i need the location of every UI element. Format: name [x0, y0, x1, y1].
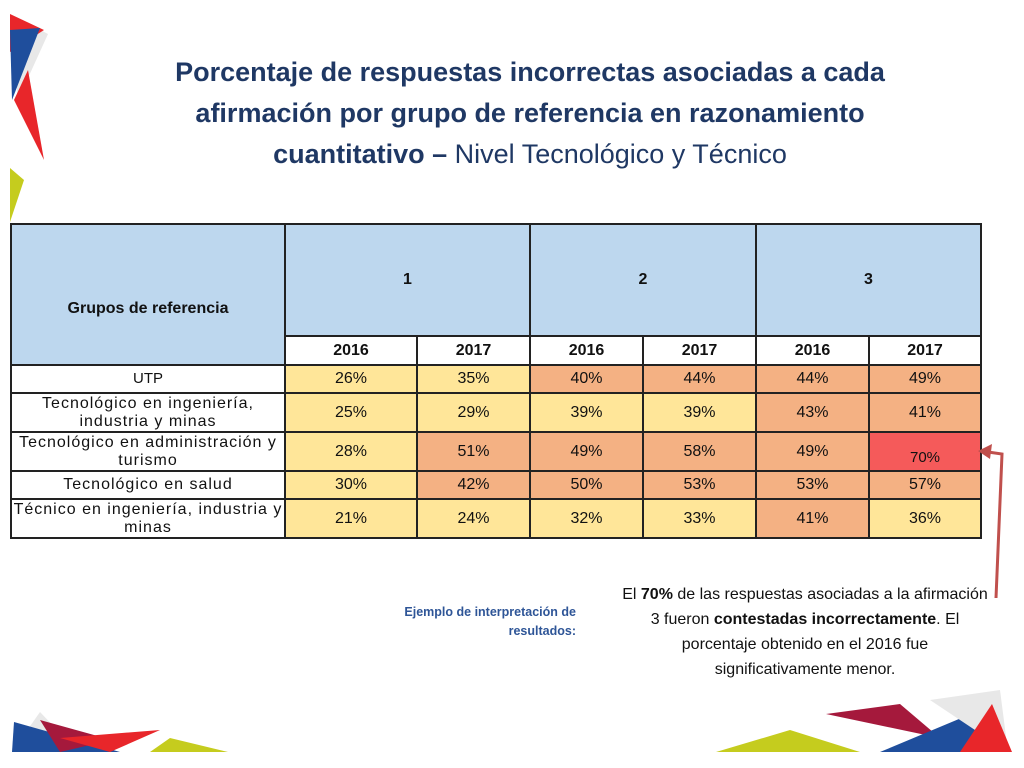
- value-cell: 41%: [868, 392, 982, 433]
- group-label: Tecnológico en salud: [10, 470, 286, 500]
- statement-header-3: 3: [755, 223, 982, 337]
- callout-arrow-line: [987, 450, 1004, 599]
- value-cell: 29%: [416, 392, 531, 433]
- decor-green-shard-br: [716, 730, 860, 752]
- value-cell: 49%: [529, 431, 644, 472]
- interpretation-label: Ejemplo de interpretación de resultados:: [404, 605, 576, 638]
- note-text: . El porcentaje obtenido en el 2016 fue …: [681, 611, 960, 678]
- slide-title-bold: Porcentaje de respuestas incorrectas aso…: [175, 57, 885, 169]
- note-text: de las respuestas asociadas a la afirmac…: [650, 586, 988, 628]
- year-header: 2016: [755, 335, 870, 366]
- note-text: El: [622, 586, 641, 603]
- value-cell: 44%: [642, 364, 757, 394]
- table-row: Técnico en ingeniería, industria y minas…: [10, 498, 982, 539]
- statement-header-1: 1: [284, 223, 531, 337]
- statement-header-2: 2: [529, 223, 757, 337]
- value-cell: 70%: [868, 431, 982, 472]
- decor-green-shard: [10, 168, 24, 222]
- table-row: Tecnológico en ingeniería, industria y m…: [10, 392, 982, 433]
- decor-red-shard-2: [14, 70, 44, 160]
- table-row: Tecnológico en administración y turismo …: [10, 431, 982, 472]
- value-cell: 51%: [416, 431, 531, 472]
- value-cell: 43%: [755, 392, 870, 433]
- group-header: Grupos de referencia: [10, 223, 286, 366]
- slide-title: Porcentaje de respuestas incorrectas aso…: [120, 52, 940, 175]
- value-cell: 44%: [755, 364, 870, 394]
- group-label: Técnico en ingeniería, industria y minas: [10, 498, 286, 539]
- value-cell: 32%: [529, 498, 644, 539]
- decor-blue-shard: [10, 28, 40, 100]
- value-cell: 58%: [642, 431, 757, 472]
- value-cell: 39%: [529, 392, 644, 433]
- value-cell: 30%: [284, 470, 418, 500]
- value-cell: 24%: [416, 498, 531, 539]
- group-label: Tecnológico en ingeniería, industria y m…: [10, 392, 286, 433]
- value-cell: 33%: [642, 498, 757, 539]
- value-cell: 53%: [642, 470, 757, 500]
- year-header: 2017: [416, 335, 531, 366]
- value-cell: 40%: [529, 364, 644, 394]
- decor-red-shard-br: [960, 704, 1012, 752]
- group-label: UTP: [10, 364, 286, 394]
- value-cell: 49%: [868, 364, 982, 394]
- slide-title-normal: Nivel Tecnológico y Técnico: [447, 139, 787, 169]
- year-header: 2017: [868, 335, 982, 366]
- value-cell: 28%: [284, 431, 418, 472]
- value-cell: 57%: [868, 470, 982, 500]
- value-cell: 36%: [868, 498, 982, 539]
- note-highlight-percent: 70%: [640, 586, 673, 603]
- value-cell: 25%: [284, 392, 418, 433]
- decor-maroon-shard-br: [826, 704, 940, 738]
- value-cell: 21%: [284, 498, 418, 539]
- value-cell: 41%: [755, 498, 870, 539]
- group-label: Tecnológico en administración y turismo: [10, 431, 286, 472]
- value-cell: 26%: [284, 364, 418, 394]
- results-table: Grupos de referencia 1 2 3 2016 2017 201…: [10, 223, 982, 539]
- table-row: UTP 26% 35% 40% 44% 44% 49%: [10, 364, 982, 394]
- callout-arrow: [978, 444, 1004, 599]
- year-header: 2016: [284, 335, 418, 366]
- value-cell: 50%: [529, 470, 644, 500]
- value-cell: 42%: [416, 470, 531, 500]
- value-cell: 53%: [755, 470, 870, 500]
- value-cell: 39%: [642, 392, 757, 433]
- year-header: 2016: [529, 335, 644, 366]
- value-cell: 35%: [416, 364, 531, 394]
- note-highlight-phrase: contestadas incorrectamente: [713, 611, 937, 628]
- decor-green-shard-bl: [150, 738, 228, 752]
- interpretation-note: El 70% de las respuestas asociadas a la …: [620, 582, 990, 682]
- callout-arrow-head: [978, 444, 992, 459]
- decor-red-shard-bl: [60, 730, 160, 752]
- table-row: Tecnológico en salud 30% 42% 50% 53% 53%…: [10, 470, 982, 500]
- year-header: 2017: [642, 335, 757, 366]
- value-cell: 49%: [755, 431, 870, 472]
